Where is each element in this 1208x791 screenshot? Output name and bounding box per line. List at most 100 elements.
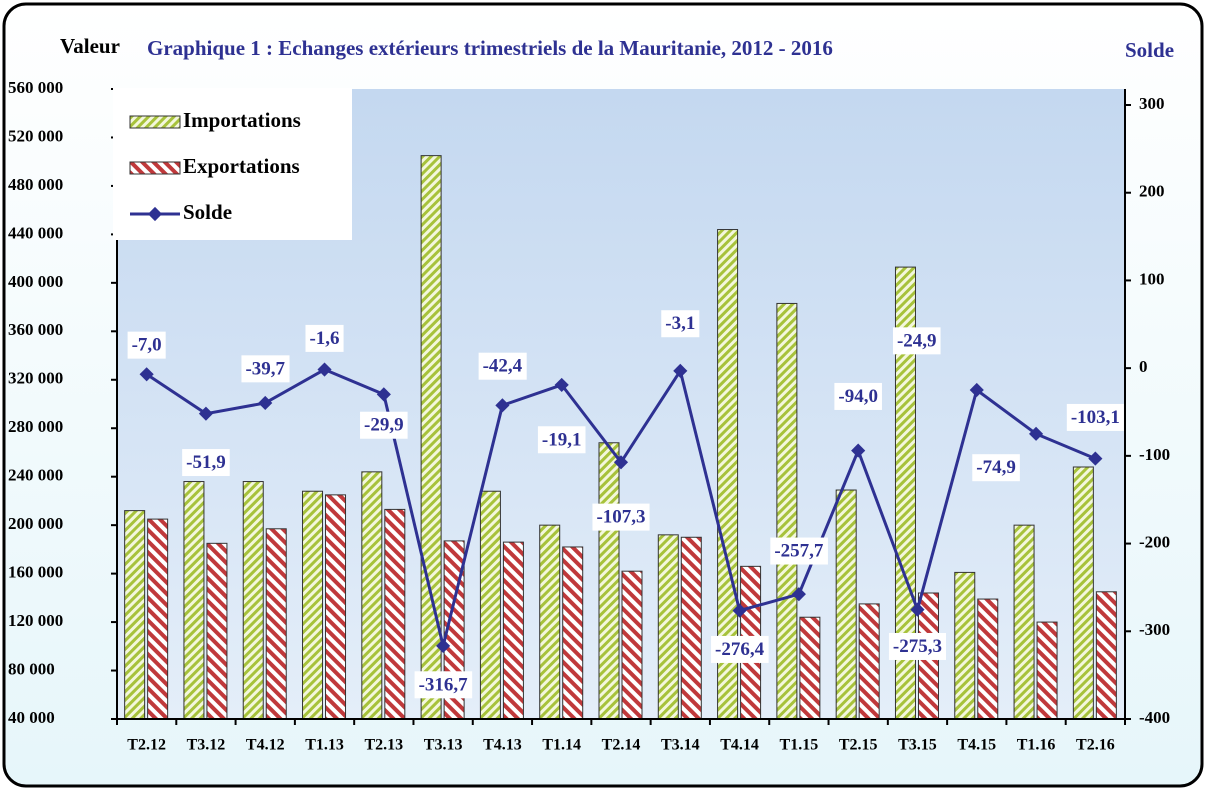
x-tick-label: T2.14 bbox=[602, 737, 641, 754]
y2-tick-label: -400 bbox=[1139, 708, 1170, 727]
data-label-box bbox=[592, 503, 650, 531]
bar bbox=[479, 490, 501, 720]
data-label: -19,1 bbox=[542, 429, 582, 450]
bar bbox=[621, 570, 643, 720]
legend-label: Solde bbox=[183, 200, 232, 224]
x-tick-label: T4.14 bbox=[720, 737, 759, 754]
point bbox=[436, 638, 451, 654]
y-tick-label: 520 000 bbox=[8, 126, 63, 145]
x-tick-label: T1.15 bbox=[780, 737, 819, 754]
data-label: -74,9 bbox=[976, 457, 1016, 478]
bar bbox=[147, 518, 169, 720]
y-tick-label: 400 000 bbox=[8, 272, 63, 291]
legend-swatch bbox=[129, 161, 181, 175]
x-tick-label: T4.13 bbox=[483, 737, 522, 754]
legend-marker bbox=[147, 206, 163, 222]
x-tick-label: T3.13 bbox=[424, 737, 463, 754]
y2-tick-label: -200 bbox=[1139, 532, 1170, 551]
legend: Importations Exportations Solde bbox=[113, 88, 352, 240]
bar bbox=[680, 536, 702, 720]
data-label-box bbox=[182, 449, 230, 477]
bar bbox=[776, 302, 798, 720]
data-label: -94,0 bbox=[838, 386, 878, 407]
data-label-box bbox=[892, 327, 941, 355]
data-label-box bbox=[1066, 403, 1124, 431]
y2-tick-label: 0 bbox=[1139, 357, 1148, 376]
bar bbox=[183, 481, 205, 720]
y-tick-label: 160 000 bbox=[8, 563, 63, 582]
x-tick-label: T1.14 bbox=[542, 737, 581, 754]
y-tick-label: 200 000 bbox=[8, 514, 63, 533]
x-tick-label: T2.16 bbox=[1076, 737, 1115, 754]
point bbox=[732, 603, 747, 618]
bar bbox=[242, 481, 264, 720]
point bbox=[613, 455, 629, 470]
data-label: -257,7 bbox=[774, 541, 824, 562]
y-tick-label: 480 000 bbox=[8, 175, 63, 194]
x-tick-label: T3.15 bbox=[898, 737, 937, 754]
point bbox=[910, 602, 925, 617]
data-label: -3,1 bbox=[665, 313, 695, 334]
point bbox=[1088, 451, 1103, 466]
point bbox=[851, 443, 866, 458]
point bbox=[554, 377, 569, 392]
bar bbox=[954, 571, 976, 720]
bar bbox=[1095, 591, 1117, 720]
bar bbox=[384, 508, 406, 720]
y-tick-label: 80 000 bbox=[8, 659, 55, 678]
bar bbox=[1013, 524, 1035, 720]
legend-swatch bbox=[129, 115, 181, 129]
point bbox=[376, 387, 391, 402]
x-tick-label: T4.12 bbox=[246, 737, 285, 754]
data-label: -107,3 bbox=[596, 507, 645, 528]
x-tick-label: T3.12 bbox=[187, 737, 226, 754]
legend-label: Importations bbox=[183, 108, 301, 132]
data-label: -1,6 bbox=[309, 328, 339, 349]
data-label: -316,7 bbox=[419, 674, 469, 695]
data-label-box bbox=[360, 411, 408, 439]
point bbox=[1028, 426, 1044, 441]
bar bbox=[302, 490, 324, 720]
point bbox=[198, 406, 214, 421]
bar bbox=[858, 603, 880, 720]
bar bbox=[1072, 466, 1094, 720]
data-label: -275,3 bbox=[893, 636, 942, 657]
bar bbox=[539, 524, 561, 720]
x-tick-label: T3.14 bbox=[661, 737, 700, 754]
bar bbox=[420, 155, 442, 720]
point bbox=[969, 382, 984, 398]
data-label: -29,9 bbox=[364, 415, 404, 436]
data-label-box bbox=[241, 355, 290, 383]
y-tick-label: 120 000 bbox=[8, 611, 63, 630]
data-label-box bbox=[711, 635, 769, 663]
bar bbox=[835, 489, 857, 720]
bar bbox=[1036, 621, 1058, 720]
y2-axis-title: Solde bbox=[1125, 38, 1174, 62]
bar bbox=[361, 471, 383, 720]
point bbox=[791, 587, 806, 602]
data-label-box bbox=[888, 632, 947, 660]
x-tick-label: T1.13 bbox=[305, 737, 344, 754]
x-tick-label: T4.15 bbox=[957, 737, 996, 754]
data-label: -39,7 bbox=[245, 358, 285, 379]
data-label: -7,0 bbox=[132, 335, 162, 356]
y-tick-label: 40 000 bbox=[8, 708, 55, 727]
legend-label: Exportations bbox=[183, 154, 300, 178]
y-tick-label: 320 000 bbox=[8, 369, 63, 388]
bar bbox=[124, 510, 146, 720]
bar bbox=[977, 598, 999, 720]
point bbox=[258, 395, 273, 411]
bar bbox=[657, 534, 679, 720]
y2-tick-label: -100 bbox=[1139, 445, 1170, 464]
x-tick-label: T2.12 bbox=[127, 737, 166, 754]
data-label-box bbox=[127, 331, 166, 359]
y-axis-title: Valeur bbox=[60, 34, 120, 58]
data-label-box bbox=[972, 454, 1020, 482]
data-label: -103,1 bbox=[1071, 407, 1120, 428]
data-label: -276,4 bbox=[715, 639, 765, 660]
data-label-box bbox=[770, 537, 828, 565]
y-tick-label: 240 000 bbox=[8, 466, 63, 485]
y2-tick-label: -300 bbox=[1139, 620, 1170, 639]
point bbox=[495, 398, 510, 413]
